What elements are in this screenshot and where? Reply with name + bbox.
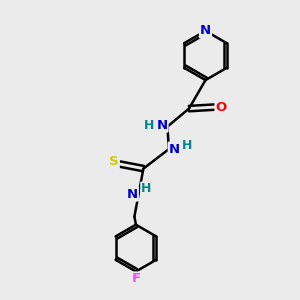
Text: H: H: [144, 118, 154, 132]
Text: F: F: [131, 272, 140, 286]
Text: N: N: [169, 142, 180, 156]
Text: H: H: [141, 182, 152, 196]
Text: O: O: [215, 100, 227, 114]
Text: N: N: [200, 24, 211, 38]
Text: N: N: [127, 188, 138, 201]
Text: H: H: [182, 139, 192, 152]
Text: S: S: [109, 154, 119, 168]
Text: N: N: [156, 118, 168, 132]
